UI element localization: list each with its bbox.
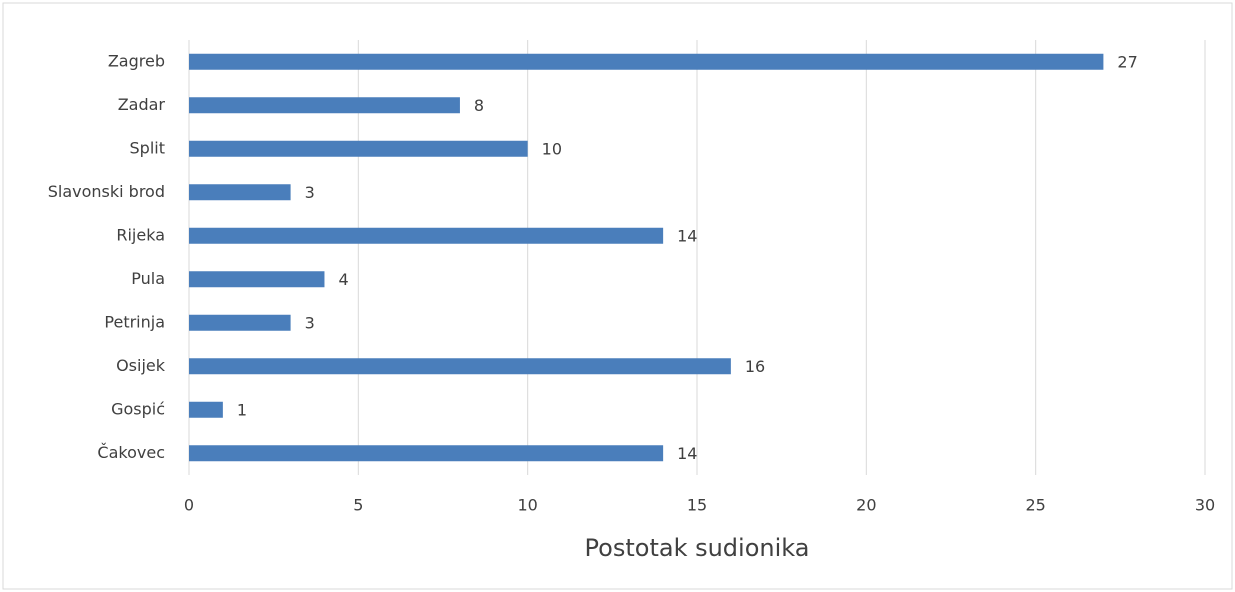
bar — [189, 140, 528, 157]
bar — [189, 227, 664, 244]
bar — [189, 53, 1104, 70]
data-label: 14 — [677, 444, 697, 463]
x-tick-label: 20 — [856, 496, 876, 515]
y-tick-label: Split — [130, 138, 165, 157]
bar — [189, 445, 664, 462]
y-tick-label: Osijek — [116, 356, 166, 375]
bar — [189, 401, 223, 418]
data-label: 8 — [474, 96, 484, 115]
x-tick-label: 25 — [1025, 496, 1045, 515]
data-label: 10 — [542, 139, 562, 158]
data-label: 3 — [305, 313, 315, 332]
bar — [189, 358, 731, 375]
bar — [189, 314, 291, 331]
data-label: 4 — [338, 270, 348, 289]
x-tick-label: 15 — [687, 496, 707, 515]
bar — [189, 184, 291, 201]
y-tick-label: Zadar — [118, 95, 166, 114]
y-tick-label: Rijeka — [116, 225, 165, 244]
data-label: 16 — [745, 357, 765, 376]
data-label: 14 — [677, 226, 697, 245]
y-tick-label: Gospić — [111, 399, 165, 418]
data-label: 1 — [237, 400, 247, 419]
bar — [189, 271, 325, 288]
data-label: 3 — [305, 183, 315, 202]
x-tick-label: 5 — [353, 496, 363, 515]
y-tick-label: Zagreb — [108, 51, 165, 70]
y-tick-label: Petrinja — [104, 312, 165, 331]
data-label: 27 — [1117, 52, 1137, 71]
x-tick-label: 10 — [517, 496, 537, 515]
x-axis-title: Postotak sudionika — [585, 534, 810, 562]
y-tick-label: Slavonski brod — [48, 182, 165, 201]
y-tick-label: Pula — [131, 269, 165, 288]
x-tick-label: 0 — [184, 496, 194, 515]
bar — [189, 97, 460, 114]
y-tick-label: Čakovec — [97, 443, 165, 462]
x-tick-label: 30 — [1195, 496, 1215, 515]
